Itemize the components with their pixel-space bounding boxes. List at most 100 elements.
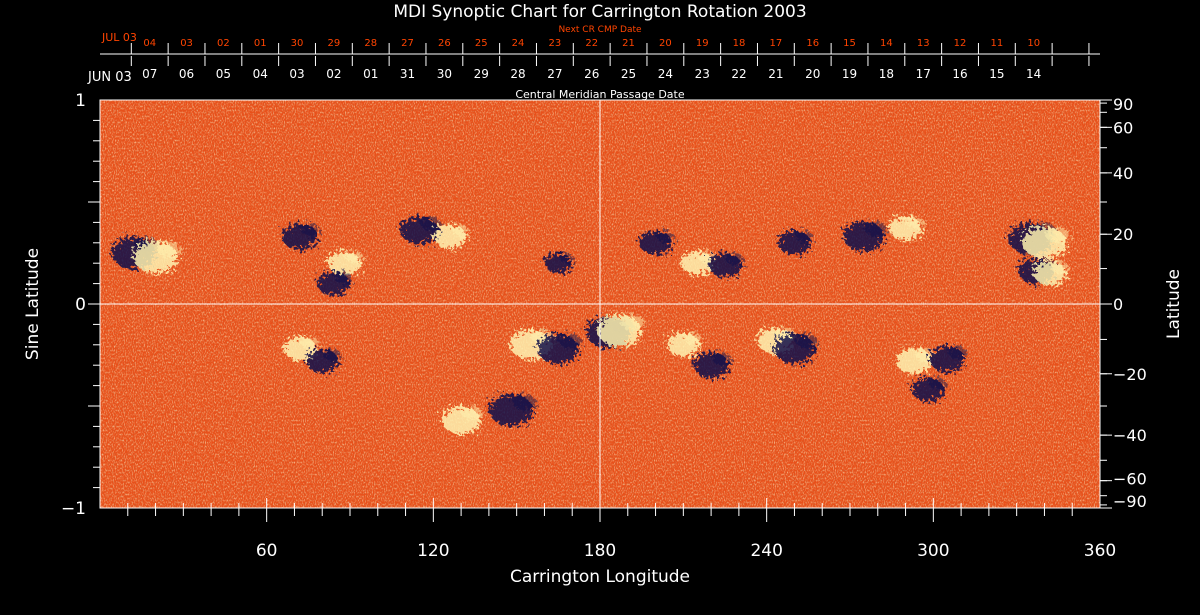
magnetic-region-positive-fringe: [345, 251, 364, 264]
latitude-tick-label: −40: [1113, 426, 1147, 445]
magnetic-region-negative-fringe: [323, 349, 342, 362]
magnetic-region-positive-fringe: [1050, 261, 1069, 274]
y-axis-left-label: Sine Latitude: [23, 248, 43, 360]
magnetic-region-negative-fringe: [725, 253, 744, 266]
axis_top_outer-label: 26: [438, 38, 451, 49]
magnetic-region-negative-fringe: [795, 230, 814, 243]
axis_top_outer-label: 29: [328, 38, 341, 49]
magnetic-region-positive-fringe: [684, 332, 703, 345]
magnetic-region-negative-fringe: [512, 394, 537, 411]
axis_top_inner-label: 29: [474, 67, 489, 81]
axis_top_inner-label: 20: [805, 67, 820, 81]
axis_top_outer-label: 27: [401, 38, 414, 49]
magnetic-region-negative-fringe: [712, 352, 732, 366]
axis_top_outer-label: 23: [549, 38, 562, 49]
latitude-tick-label: 40: [1113, 164, 1133, 183]
latitude-tick-label: 60: [1113, 118, 1133, 137]
axis_top_inner-label: 04: [253, 67, 268, 81]
top-outer-axis: Next CR CMP Date JUL 03 04 03 02 01 30 29 28 27 2…: [100, 25, 1100, 55]
axis_top_inner-label: 01: [363, 67, 378, 81]
axis_top_inner-label: 25: [621, 67, 636, 81]
top-inner-axis-title: Central Meridian Passage Date: [515, 88, 684, 101]
magnetic-region-negative-fringe: [948, 346, 968, 360]
magnetic-region-positive-fringe: [620, 314, 645, 331]
x-tick-label: 240: [750, 541, 782, 561]
axis_top_inner-label: 16: [952, 67, 967, 81]
magnetic-region-positive-fringe: [450, 224, 469, 237]
axis_top_outer-label: 10: [1027, 38, 1040, 49]
top-inner-axis: Central Meridian Passage Date JUN 03 07 06…: [87, 56, 1090, 101]
axis_top_inner-label: 30: [437, 67, 452, 81]
axis_top_inner-label: 14: [1026, 67, 1041, 81]
axis_top_inner-label: 28: [510, 67, 525, 81]
axis_top_inner-label: 23: [695, 67, 710, 81]
axis_top_inner-label: 05: [216, 67, 231, 81]
axis_top_outer-label: 19: [696, 38, 709, 49]
x-axis-label: Carrington Longitude: [510, 567, 690, 587]
axis_top_inner-label: 06: [179, 67, 194, 81]
magnetic-region-positive-fringe: [300, 336, 319, 349]
x-tick-label: 180: [584, 541, 616, 561]
magnetic-region-positive-fringe: [906, 216, 925, 229]
magnetic-region-negative-fringe: [300, 223, 321, 237]
y-axis-right-label: Latitude: [1164, 269, 1184, 339]
chart-title: MDI Synoptic Chart for Carrington Rotati…: [393, 2, 806, 22]
axis_top_outer-label: 11: [991, 38, 1004, 49]
axis_top_inner-label: 19: [842, 67, 857, 81]
axis_top_inner-label: 21: [768, 67, 783, 81]
axis_top_inner-label: 31: [400, 67, 415, 81]
y-tick-label: 0: [75, 295, 86, 315]
axis_top_inner-label: 22: [731, 67, 746, 81]
axis_top_outer-label: 12: [954, 38, 967, 49]
axis_top_outer-label: 01: [254, 38, 267, 49]
axis_top_outer-label: 03: [180, 38, 193, 49]
magnetic-region-negative-fringe: [656, 230, 675, 243]
latitude-tick-label: −60: [1113, 470, 1147, 489]
latitude-tick-label: −90: [1113, 492, 1147, 511]
magnetic-region-negative-fringe: [864, 221, 888, 237]
axis_top_outer-label: 02: [217, 38, 230, 49]
axis_top_outer-label: 15: [843, 38, 856, 49]
latitude-tick-label: 20: [1113, 225, 1133, 244]
x-axis: 60 120 180 240 300 360: [127, 498, 1116, 561]
latitude-tick-label: −20: [1113, 365, 1147, 384]
plot-area: [100, 100, 1100, 508]
magnetic-region-negative-fringe: [795, 333, 819, 349]
axis_top_inner-start-label: JUN 03: [87, 70, 132, 85]
y-tick-label: 1: [75, 91, 86, 111]
magnetic-region-positive-fringe: [1045, 226, 1070, 243]
magnetic-region-positive-fringe: [462, 406, 484, 421]
axis_top_outer-label: 20: [659, 38, 672, 49]
axis_top_outer-label: 16: [806, 38, 819, 49]
magnetic-region-negative-fringe: [928, 377, 947, 390]
axis_top_inner-label: 17: [916, 67, 931, 81]
axis_top_inner-label: 27: [547, 67, 562, 81]
axis_top_outer-label: 25: [475, 38, 488, 49]
top-outer-axis-title: Next CR CMP Date: [558, 25, 642, 35]
magnetic-region-positive-fringe: [156, 241, 181, 258]
axis_top_outer-label: 17: [770, 38, 783, 49]
magnetic-region-negative-fringe: [559, 253, 574, 264]
axis_top_inner-label: 15: [989, 67, 1004, 81]
y-axis-right: 90 60 40 20 0 −20 −40 −60 −90: [1100, 95, 1147, 511]
axis_top_inner-label: 26: [584, 67, 599, 81]
axis_top_inner-label: 24: [658, 67, 673, 81]
magnetic-region-negative-fringe: [559, 333, 583, 349]
axis_top_outer-label: 28: [364, 38, 377, 49]
axis_top_outer-label: 21: [622, 38, 635, 49]
x-tick-label: 360: [1084, 541, 1116, 561]
axis_top_outer-label: 30: [291, 38, 304, 49]
y-axis-left: 1 0 −1: [61, 91, 100, 519]
y-tick-label: −1: [61, 499, 86, 519]
axis_top_outer-label: 22: [585, 38, 598, 49]
axis_top_inner-label: 07: [142, 67, 157, 81]
x-tick-label: 60: [256, 541, 278, 561]
axis_top_outer-start-label: JUL 03: [101, 31, 137, 44]
latitude-tick-label: 90: [1113, 95, 1133, 114]
axis_top_outer-label: 04: [143, 38, 156, 49]
axis_top_outer-label: 13: [917, 38, 930, 49]
x-tick-label: 120: [417, 541, 449, 561]
axis_top_outer-label: 24: [512, 38, 525, 49]
